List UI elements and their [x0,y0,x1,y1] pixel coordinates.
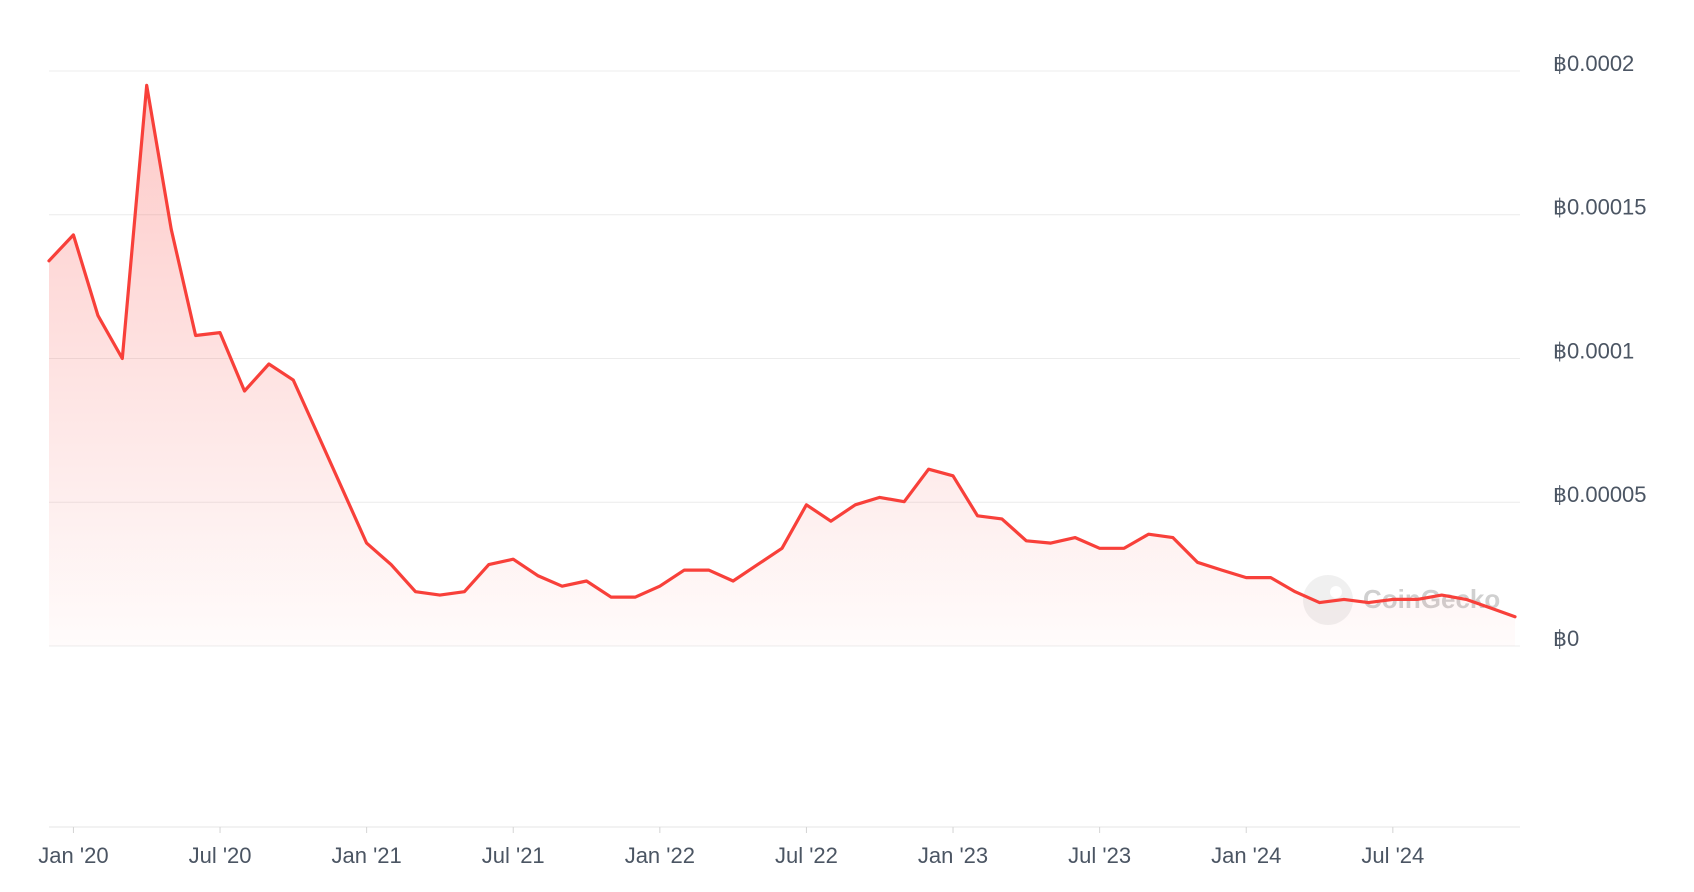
x-tick-label: Jan '21 [332,843,402,868]
y-tick-label: ฿0.00005 [1553,482,1647,507]
y-tick-label: ฿0.0001 [1553,338,1634,363]
x-tick-label: Jul '24 [1361,843,1424,868]
x-tick-label: Jul '22 [775,843,838,868]
y-tick-label: ฿0.00015 [1553,195,1647,220]
y-tick-label: ฿0 [1553,626,1579,651]
x-tick-label: Jan '24 [1211,843,1281,868]
x-tick-label: Jul '23 [1068,843,1131,868]
x-tick-label: Jan '23 [918,843,988,868]
price-line [47,83,1517,619]
area [49,85,1515,646]
x-tick-label: Jan '22 [625,843,695,868]
y-tick-label: ฿0.0002 [1553,51,1634,76]
x-tick-label: Jul '20 [189,843,252,868]
x-tick-label: Jan '20 [38,843,108,868]
x-tick-label: Jul '21 [482,843,545,868]
